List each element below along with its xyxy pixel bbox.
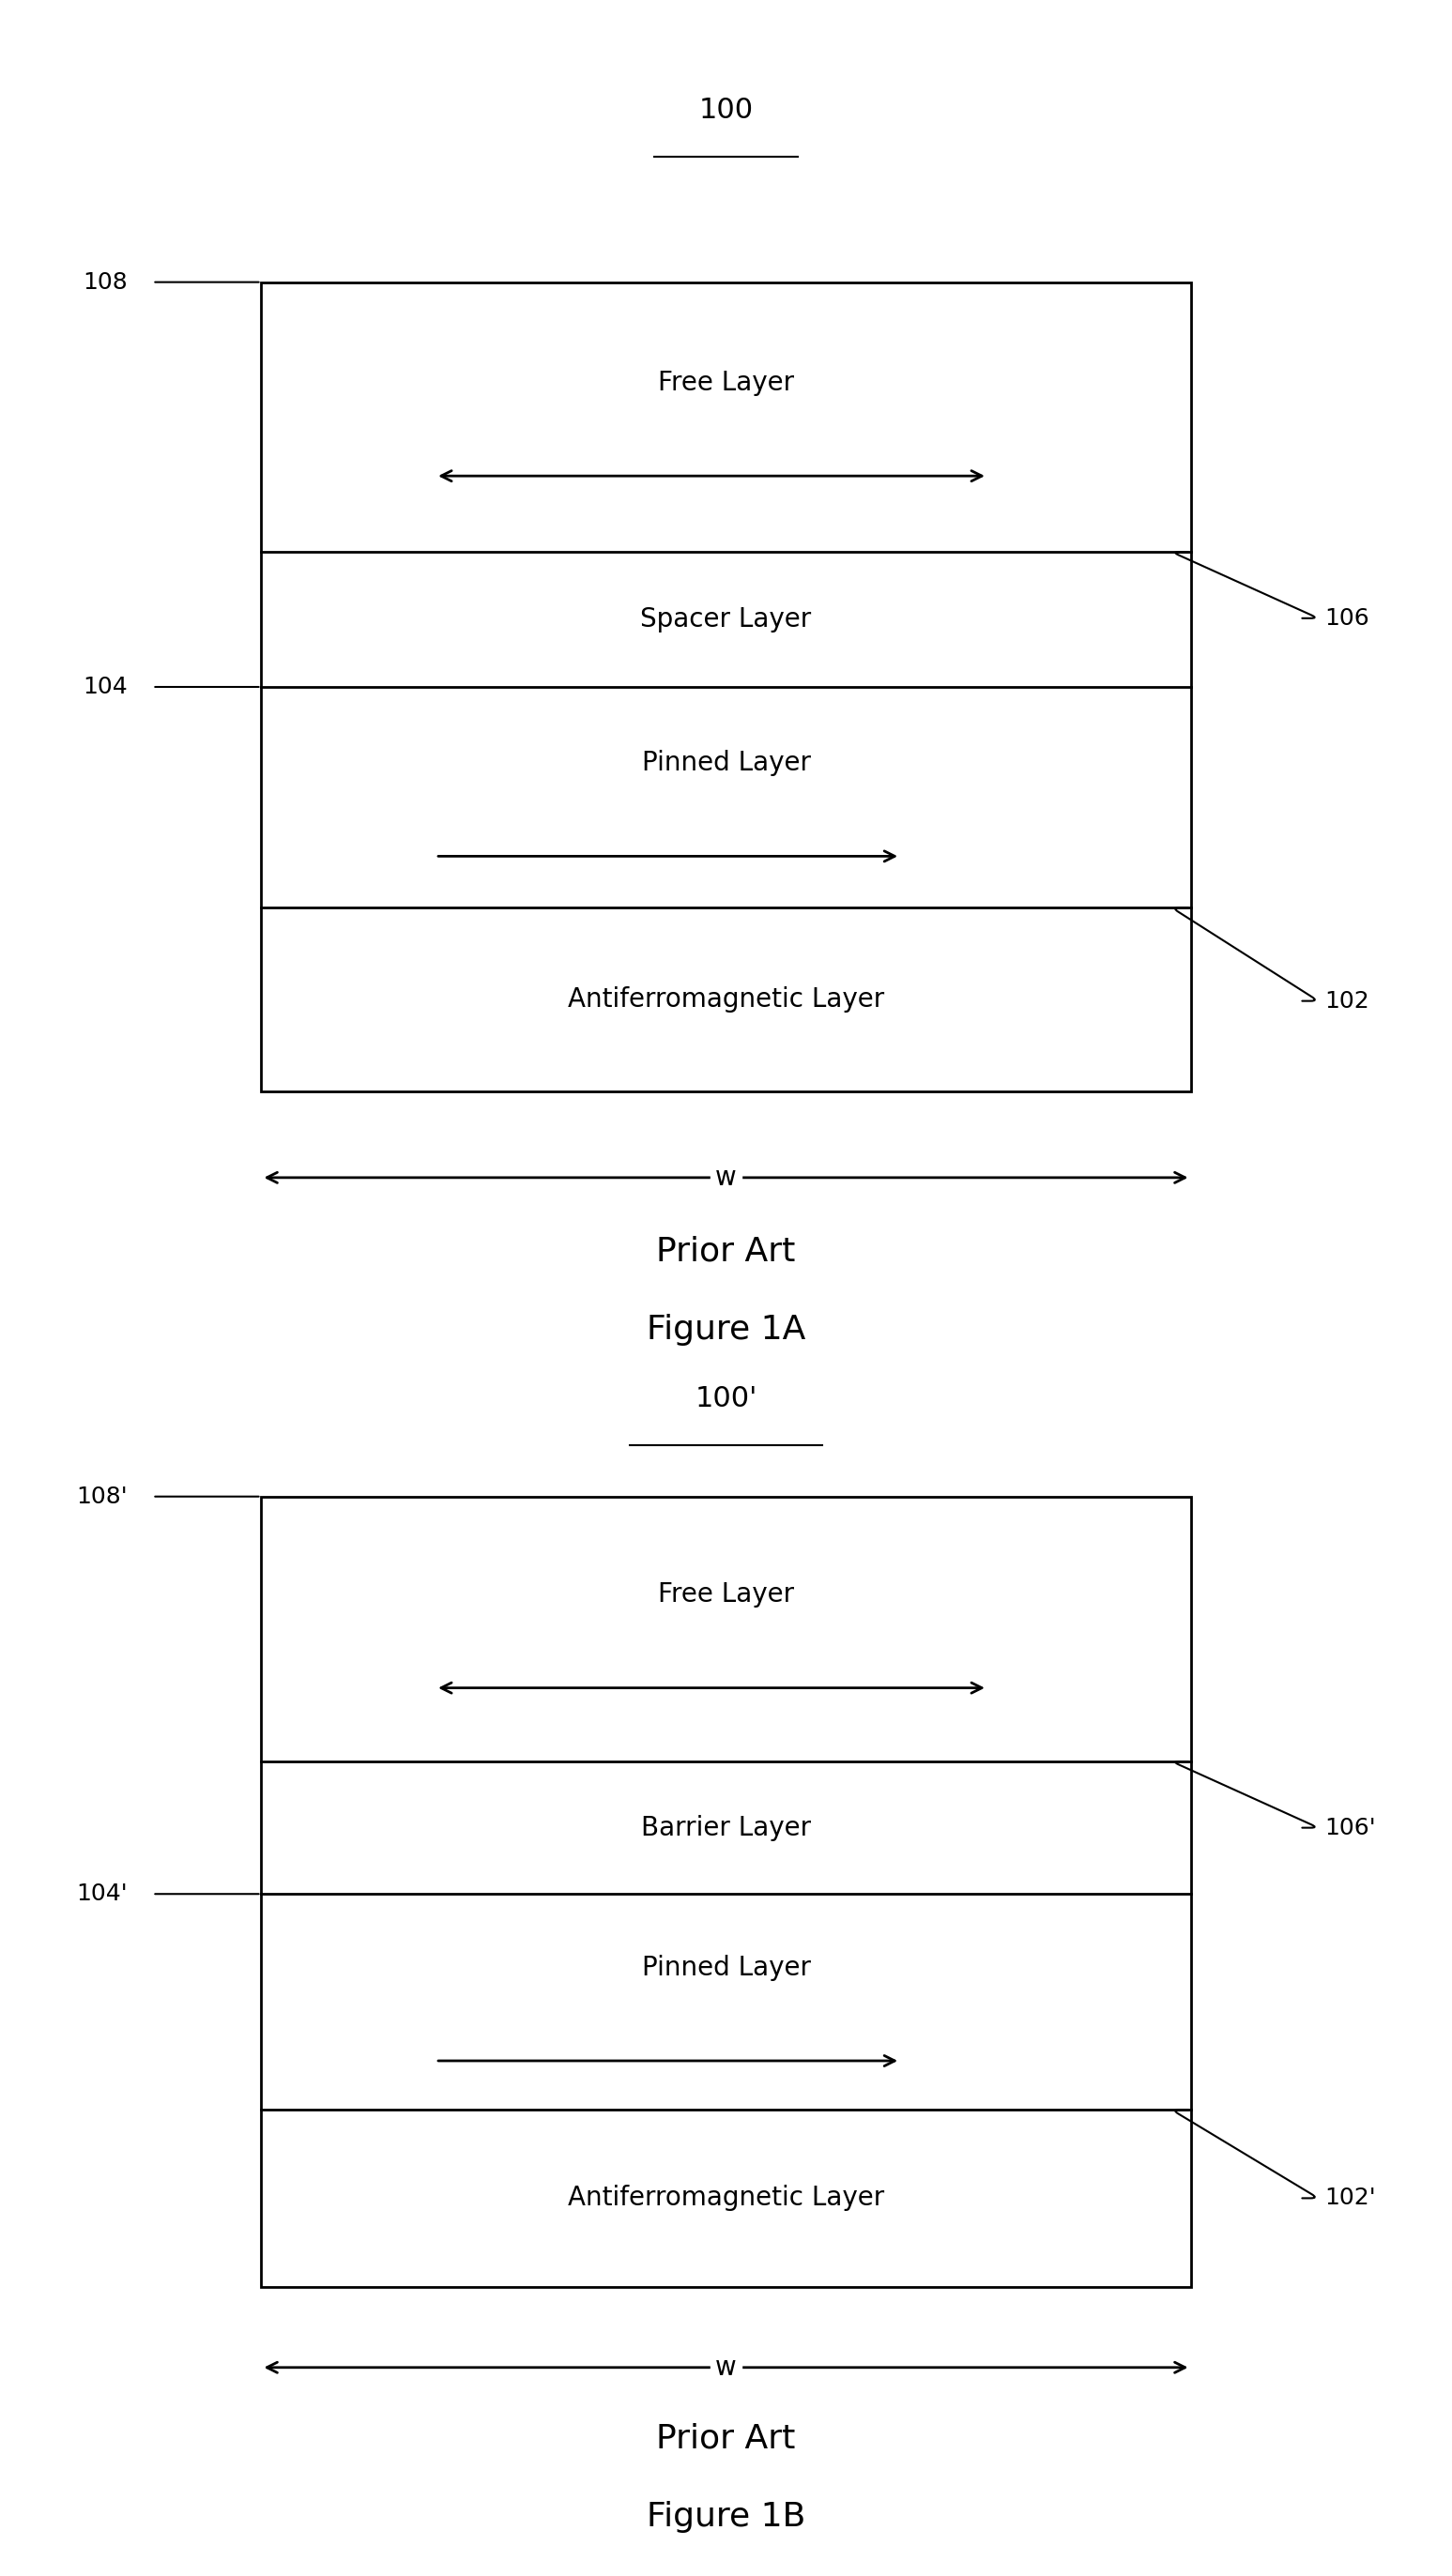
Text: 104: 104 (83, 675, 128, 698)
Text: Pinned Layer: Pinned Layer (642, 750, 810, 775)
Text: Figure 1A: Figure 1A (646, 1314, 806, 1345)
Text: Free Layer: Free Layer (658, 1582, 794, 1607)
Bar (261, 283, 1191, 1092)
Text: Figure 1B: Figure 1B (646, 2501, 806, 2532)
Text: 108': 108' (77, 1486, 128, 1507)
Text: Prior Art: Prior Art (656, 2421, 796, 2455)
Text: Antiferromagnetic Layer: Antiferromagnetic Layer (568, 987, 884, 1012)
Text: 100': 100' (696, 1386, 756, 1412)
Text: 102: 102 (1324, 989, 1369, 1012)
Text: 108: 108 (83, 270, 128, 294)
Text: Barrier Layer: Barrier Layer (640, 1814, 812, 1842)
Text: w: w (716, 2354, 736, 2380)
Text: Antiferromagnetic Layer: Antiferromagnetic Layer (568, 2184, 884, 2210)
Text: 102': 102' (1324, 2187, 1375, 2210)
Text: Prior Art: Prior Art (656, 1236, 796, 1267)
Bar (261, 1497, 1191, 2287)
Text: 106': 106' (1324, 1816, 1375, 1839)
Text: Spacer Layer: Spacer Layer (640, 605, 812, 634)
Text: Free Layer: Free Layer (658, 368, 794, 397)
Text: 100: 100 (698, 98, 754, 124)
Text: 104': 104' (77, 1883, 128, 1906)
Text: w: w (716, 1164, 736, 1190)
Text: Pinned Layer: Pinned Layer (642, 1955, 810, 1981)
Text: 106: 106 (1324, 608, 1369, 629)
